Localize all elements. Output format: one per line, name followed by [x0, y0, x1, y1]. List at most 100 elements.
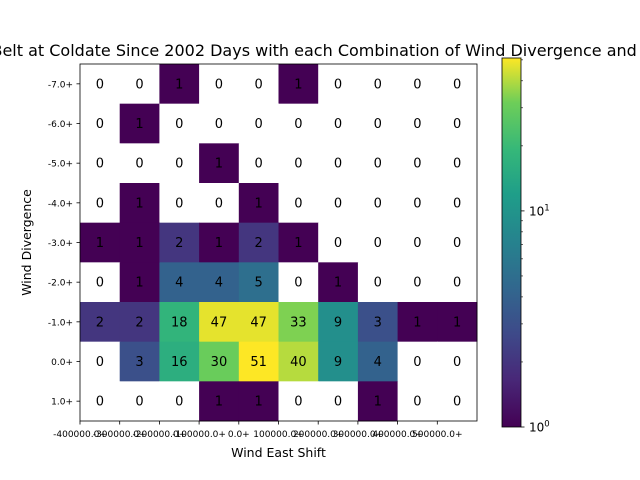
heatmap-cell: [159, 64, 200, 105]
cell-value-label: 0: [374, 276, 382, 291]
heatmap-cell: [318, 302, 359, 343]
cell-value-label: 30: [211, 355, 228, 370]
cell-value-label: 4: [215, 276, 223, 291]
heatmap-cell: [80, 302, 121, 343]
cell-value-label: 3: [374, 315, 382, 330]
cell-value-label: 0: [255, 157, 263, 172]
cell-value-label: 33: [290, 315, 307, 330]
cell-value-label: 0: [453, 157, 461, 172]
x-axis-label: Wind East Shift: [231, 445, 326, 460]
heatmap-cell: [357, 183, 399, 224]
chart-title: Number of Days in Westerly Wind Belt at …: [0, 41, 640, 60]
cell-value-label: 47: [211, 315, 228, 330]
heatmap-cell: [437, 222, 478, 263]
heatmap-cell: [437, 103, 478, 144]
cell-value-label: 0: [374, 236, 382, 251]
cell-value-label: 0: [413, 77, 421, 92]
heatmap-cell: [199, 103, 240, 144]
x-axis-ticks: -400000.0+-300000.0+-200000.0+-100000.0+…: [53, 421, 463, 440]
cell-value-label: 0: [334, 77, 342, 92]
heatmap-cell: [397, 143, 438, 184]
heatmap-cell: [119, 302, 160, 343]
heatmap-cell: [238, 103, 279, 144]
cell-value-label: 0: [135, 77, 143, 92]
cell-value-label: 1: [215, 236, 223, 251]
cell-value-label: 0: [96, 395, 104, 410]
cell-value-label: 0: [294, 196, 302, 211]
cell-value-label: 0: [135, 157, 143, 172]
heatmap-cell: [80, 103, 121, 144]
heatmap-cell: [437, 302, 478, 343]
heatmap-cell: [159, 183, 200, 224]
heatmap-cell: [119, 64, 160, 105]
x-tick-label: 400000.0+: [372, 430, 422, 440]
heatmap-cell: [318, 341, 359, 382]
heatmap-cell: [80, 183, 121, 224]
cell-value-label: 0: [334, 395, 342, 410]
heatmap-cell: [119, 183, 160, 224]
cell-value-label: 1: [453, 315, 461, 330]
cell-value-label: 1: [374, 395, 382, 410]
cell-value-label: 2: [135, 315, 143, 330]
cell-value-label: 0: [413, 395, 421, 410]
cell-value-label: 0: [175, 117, 183, 132]
cell-value-label: 1: [294, 77, 302, 92]
heatmap-cell: [357, 381, 399, 422]
cell-value-label: 0: [175, 395, 183, 410]
heatmap-cell: [80, 222, 121, 263]
colorbar-tick-label: 101: [529, 203, 550, 218]
y-tick-label: 1.0+: [51, 398, 73, 408]
cell-value-label: 0: [215, 117, 223, 132]
cell-value-label: 1: [175, 77, 183, 92]
heatmap-cell: [278, 341, 319, 382]
cell-value-label: 40: [290, 355, 307, 370]
y-axis-ticks: -7.0+ -6.0+ -5.0+ -4.0+ -3.0+ -2.0+ -1.0+ 0.0+ 1…: [48, 80, 80, 408]
heatmap-cell: [159, 341, 200, 382]
heatmap-cell: [80, 143, 121, 184]
cell-value-label: 0: [294, 117, 302, 132]
cell-value-label: 0: [453, 276, 461, 291]
heatmap-cell: [278, 381, 319, 422]
heatmap-cell: [357, 302, 399, 343]
cell-value-label: 0: [453, 236, 461, 251]
heatmap-cell: [318, 183, 359, 224]
heatmap-cell: [159, 143, 200, 184]
heatmap-cell: [278, 64, 319, 105]
cell-value-label: 0: [294, 276, 302, 291]
heatmap-cell: [357, 341, 399, 382]
cell-value-label: 47: [250, 315, 267, 330]
heatmap-cell-labels: 0 0 1 0 0 1 0 0 0 0 0 1 0 0 0 0 0 0 0 0 0 0 0 1 0 0 0 0 0 0 0 1 0 0 1 0 0 0 0 0…: [96, 77, 462, 409]
y-axis-label: Wind Divergence: [19, 189, 34, 296]
y-tick-label: 0.0+: [51, 358, 73, 368]
cell-value-label: 1: [255, 196, 263, 211]
cell-value-label: 0: [413, 355, 421, 370]
heatmap-cell: [238, 262, 279, 303]
heatmap-cell: [119, 222, 160, 263]
cell-value-label: 0: [215, 196, 223, 211]
heatmap-cell: [238, 64, 279, 105]
cell-value-label: 0: [135, 395, 143, 410]
heatmap-cell: [437, 262, 478, 303]
heatmap-cell: [238, 183, 279, 224]
heatmap-cell: [397, 222, 438, 263]
heatmap-cell: [357, 103, 399, 144]
heatmap-cell: [397, 183, 438, 224]
cell-value-label: 1: [135, 117, 143, 132]
heatmap-cell: [397, 302, 438, 343]
cell-value-label: 1: [135, 276, 143, 291]
cell-value-label: 1: [413, 315, 421, 330]
colorbar-ticks: 100 101: [521, 59, 550, 435]
cell-value-label: 16: [171, 355, 188, 370]
y-tick-label: -1.0+: [48, 318, 73, 328]
cell-value-label: 0: [175, 196, 183, 211]
cell-value-label: 0: [334, 236, 342, 251]
heatmap-cell: [199, 302, 240, 343]
heatmap-cell: [119, 341, 160, 382]
cell-value-label: 4: [374, 355, 382, 370]
cell-value-label: 5: [255, 276, 263, 291]
heatmap-cell: [119, 381, 160, 422]
cell-value-label: 1: [334, 276, 342, 291]
cell-value-label: 0: [453, 77, 461, 92]
cell-value-label: 0: [374, 117, 382, 132]
heatmap-cell: [357, 64, 399, 105]
